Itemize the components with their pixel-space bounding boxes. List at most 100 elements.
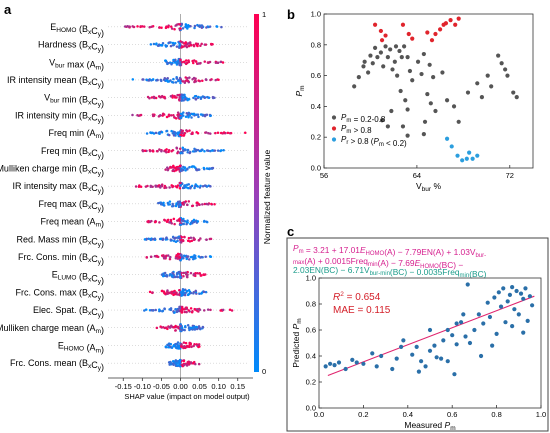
- b-point: [388, 47, 393, 52]
- c-point: [507, 292, 513, 297]
- regression-equation: Pm = 3.21 + 17.01EHOMO(A) − 7.79EN(A) + …: [293, 243, 487, 279]
- feature-dots: [145, 128, 247, 138]
- shap-point: [180, 235, 183, 239]
- shap-point: [190, 345, 193, 349]
- shap-point: [168, 273, 172, 276]
- shap-point: [230, 309, 234, 312]
- feature-label: Freq max (BxCy): [38, 199, 104, 213]
- shap-point: [181, 27, 185, 30]
- shap-point: [170, 205, 174, 208]
- shap-point: [191, 59, 194, 63]
- shap-point: [173, 166, 176, 169]
- shap-point: [180, 292, 183, 295]
- feature-label: Mulliken charge mean (Am): [0, 323, 104, 335]
- b-point: [385, 124, 390, 129]
- b-point: [489, 84, 494, 89]
- shap-point: [192, 236, 195, 240]
- shap-point: [180, 328, 183, 332]
- shap-point: [208, 167, 211, 170]
- shap-point: [186, 97, 189, 101]
- shap-point: [179, 223, 182, 227]
- b-point: [383, 33, 388, 38]
- b-point: [400, 124, 406, 129]
- shap-point: [180, 294, 183, 297]
- shap-point: [169, 94, 173, 98]
- shap-point: [220, 25, 223, 29]
- shap-point: [186, 186, 190, 190]
- shap-point: [177, 361, 181, 365]
- shap-point: [200, 26, 204, 29]
- c-point: [498, 304, 504, 309]
- b-point: [366, 70, 371, 75]
- feature-label: IR intensity max (BxCy): [12, 181, 104, 195]
- c-point: [521, 296, 526, 301]
- shap-point: [194, 148, 198, 152]
- shap-point: [184, 62, 188, 66]
- shap-point: [195, 168, 199, 172]
- b-point: [514, 95, 519, 100]
- shap-point: [166, 327, 169, 331]
- shap-point: [196, 271, 199, 275]
- shap-point: [179, 27, 182, 30]
- colorbar-gradient: [254, 14, 259, 372]
- shap-point: [219, 149, 223, 152]
- shap-point: [203, 96, 206, 99]
- shap-point: [188, 151, 191, 155]
- shap-point: [197, 115, 200, 119]
- shap-point: [181, 80, 185, 83]
- shap-point: [206, 308, 210, 311]
- b-x-axis-label: Vbur %: [416, 181, 441, 193]
- c-point: [445, 327, 450, 333]
- b-point: [425, 30, 430, 35]
- shap-point: [167, 133, 171, 137]
- shap-point: [188, 76, 191, 79]
- b-point: [470, 156, 475, 161]
- shap-point: [170, 63, 173, 66]
- shap-point: [176, 114, 180, 118]
- b-point: [449, 144, 454, 149]
- shap-point: [209, 149, 212, 153]
- shap-point: [185, 289, 189, 293]
- b-point: [505, 73, 510, 78]
- shap-point: [183, 310, 186, 314]
- shap-point: [154, 131, 158, 135]
- shap-point: [192, 165, 196, 168]
- shap-point: [217, 78, 220, 81]
- shap-point: [213, 203, 216, 206]
- b-point: [499, 61, 504, 66]
- shap-point: [160, 183, 164, 186]
- shap-point: [176, 364, 179, 367]
- shap-point: [174, 324, 177, 328]
- shap-point: [184, 76, 187, 79]
- feature-label: Frc. Cons. mean (BxCy): [10, 358, 104, 372]
- colorbar-label: Normalized feature value: [262, 149, 272, 244]
- shap-x-tick-label: -0.15: [115, 382, 132, 391]
- shap-point: [195, 130, 198, 134]
- shap-point: [167, 150, 170, 154]
- shap-point: [149, 237, 152, 241]
- shap-point: [197, 343, 201, 346]
- shap-point: [145, 78, 148, 82]
- shap-point: [172, 344, 175, 348]
- shap-point: [181, 129, 185, 132]
- feature-dots: [155, 323, 205, 333]
- c-point: [525, 318, 530, 323]
- shap-point: [164, 45, 168, 48]
- b-point: [400, 22, 406, 27]
- shap-point: [193, 184, 197, 188]
- feature-dots: [143, 235, 213, 244]
- shap-point: [174, 168, 178, 172]
- shap-point: [155, 254, 159, 258]
- shap-point: [243, 131, 247, 134]
- shap-point: [176, 203, 180, 206]
- feature-label: Red. Mass min (BxCy): [16, 234, 104, 248]
- shap-point: [200, 24, 204, 27]
- c-point: [461, 312, 466, 317]
- shap-point: [160, 26, 163, 29]
- c-point: [452, 372, 457, 377]
- r-squared-label: R2 = 0.654: [333, 291, 381, 303]
- c-point: [458, 320, 464, 325]
- shap-point: [141, 78, 144, 81]
- shap-point: [201, 113, 205, 117]
- shap-point: [200, 42, 203, 46]
